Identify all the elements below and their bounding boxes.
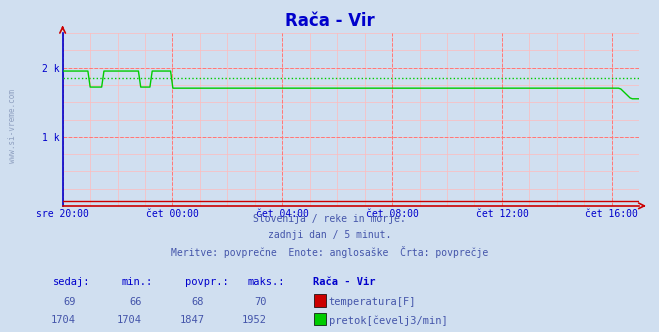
Text: Rača - Vir: Rača - Vir <box>285 12 374 30</box>
Text: 1847: 1847 <box>179 315 204 325</box>
Text: 1704: 1704 <box>117 315 142 325</box>
Text: 1952: 1952 <box>242 315 267 325</box>
Text: 1704: 1704 <box>51 315 76 325</box>
Text: sedaj:: sedaj: <box>53 277 90 287</box>
Text: povpr.:: povpr.: <box>185 277 228 287</box>
Text: 69: 69 <box>63 297 76 307</box>
Text: temperatura[F]: temperatura[F] <box>329 297 416 307</box>
Text: maks.:: maks.: <box>247 277 285 287</box>
Text: 68: 68 <box>192 297 204 307</box>
Text: Slovenija / reke in morje.: Slovenija / reke in morje. <box>253 214 406 224</box>
Text: www.si-vreme.com: www.si-vreme.com <box>8 89 17 163</box>
Text: pretok[čevelj3/min]: pretok[čevelj3/min] <box>329 315 447 326</box>
Text: min.:: min.: <box>122 277 153 287</box>
Text: 66: 66 <box>129 297 142 307</box>
Text: zadnji dan / 5 minut.: zadnji dan / 5 minut. <box>268 230 391 240</box>
Text: Meritve: povprečne  Enote: anglosaške  Črta: povprečje: Meritve: povprečne Enote: anglosaške Črt… <box>171 246 488 258</box>
Text: 70: 70 <box>254 297 267 307</box>
Text: Rača - Vir: Rača - Vir <box>313 277 376 287</box>
